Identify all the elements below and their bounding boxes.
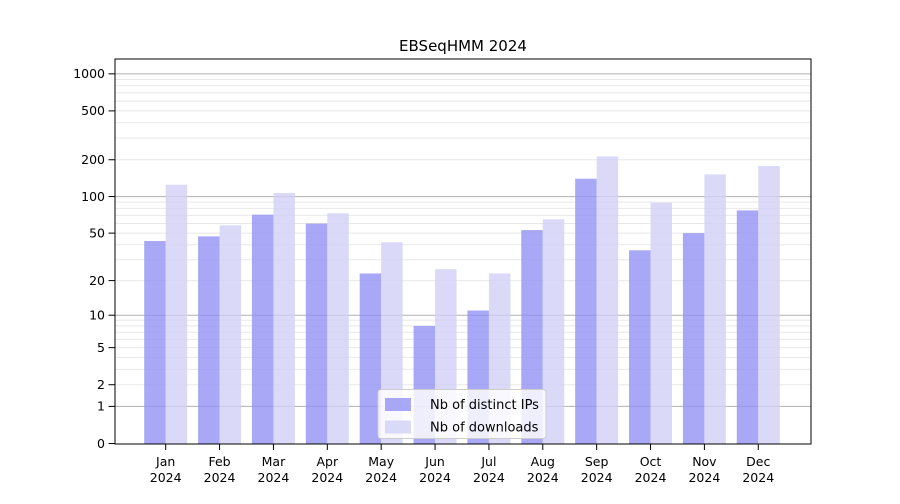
x-axis-ticks: Jan2024Feb2024Mar2024Apr2024May2024Jun20… — [150, 444, 774, 485]
bar-downloads — [704, 174, 726, 444]
x-tick-label-month: May — [368, 454, 394, 469]
bar-downloads — [596, 156, 619, 445]
bar-downloads — [758, 165, 780, 445]
x-tick-label-month: Jul — [480, 454, 496, 469]
bar-distinct-ips — [359, 273, 382, 444]
bar-downloads — [327, 213, 349, 444]
bar-downloads — [165, 184, 188, 444]
y-tick-label: 20 — [89, 273, 105, 288]
bar-distinct-ips — [305, 223, 328, 444]
x-tick-label-year: 2024 — [204, 470, 236, 485]
y-tick-label: 200 — [81, 152, 105, 167]
bar-downloads — [273, 192, 295, 444]
x-tick-label-month: Mar — [262, 454, 286, 469]
chart-title: EBSeqHMM 2024 — [399, 37, 527, 55]
x-tick-label-month: Jan — [155, 454, 175, 469]
x-tick-label-year: 2024 — [311, 470, 343, 485]
y-tick-label: 500 — [81, 103, 105, 118]
bar-distinct-ips — [629, 250, 651, 444]
bar-downloads — [542, 219, 565, 444]
x-tick-label-month: Dec — [746, 454, 770, 469]
legend-swatch-downloads — [385, 420, 411, 434]
bars — [144, 156, 780, 445]
y-tick-label: 0 — [97, 436, 105, 451]
x-tick-label-year: 2024 — [258, 470, 290, 485]
y-tick-label: 5 — [97, 340, 105, 355]
bar-distinct-ips — [251, 214, 274, 444]
y-tick-label: 1 — [97, 399, 105, 414]
legend-label-distinct-ips: Nb of distinct IPs — [430, 398, 539, 413]
legend: Nb of distinct IPs Nb of downloads — [377, 389, 547, 439]
y-tick-label: 50 — [89, 225, 105, 240]
y-tick-label: 1000 — [73, 66, 105, 81]
bar-distinct-ips — [198, 236, 220, 444]
x-tick-label-year: 2024 — [688, 470, 720, 485]
x-tick-label-month: Nov — [692, 454, 717, 469]
x-tick-label-month: Apr — [316, 454, 338, 469]
x-tick-label-month: Feb — [208, 454, 230, 469]
bar-distinct-ips — [736, 210, 759, 444]
x-tick-label-month: Aug — [531, 454, 555, 469]
y-tick-label: 100 — [81, 189, 105, 204]
legend-box — [377, 389, 547, 439]
plot-area-border — [114, 58, 812, 445]
bar-distinct-ips — [682, 233, 705, 444]
x-tick-label-year: 2024 — [581, 470, 613, 485]
y-tick-label: 10 — [89, 308, 105, 323]
x-tick-label-year: 2024 — [527, 470, 559, 485]
y-axis-ticks: 0 1 2 5 10 20 50 100 200 500 1000 — [73, 66, 115, 451]
y-tick-label: 2 — [97, 377, 105, 392]
x-tick-label-year: 2024 — [150, 470, 182, 485]
x-tick-label-year: 2024 — [365, 470, 397, 485]
bar-distinct-ips — [575, 178, 597, 445]
x-tick-label-month: Sep — [585, 454, 609, 469]
x-tick-label-year: 2024 — [419, 470, 451, 485]
x-tick-label-month: Oct — [640, 454, 662, 469]
x-tick-label-year: 2024 — [635, 470, 667, 485]
bar-downloads — [219, 225, 242, 444]
legend-label-downloads: Nb of downloads — [430, 421, 539, 436]
bar-distinct-ips — [144, 241, 166, 444]
x-tick-label-year: 2024 — [473, 470, 505, 485]
x-tick-label-year: 2024 — [742, 470, 774, 485]
legend-swatch-distinct-ips — [385, 398, 411, 411]
bar-downloads — [650, 202, 673, 444]
x-tick-label-month: Jun — [424, 454, 445, 469]
